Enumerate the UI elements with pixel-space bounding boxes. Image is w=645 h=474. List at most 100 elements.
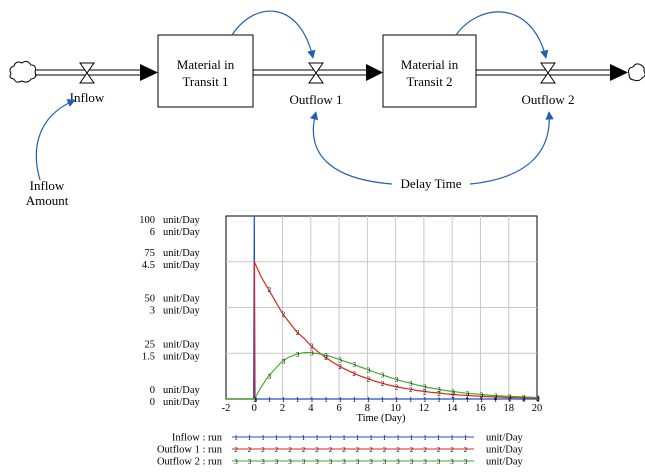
legend-marker-3: 3 [356, 458, 360, 466]
series-marker-3: 3 [324, 352, 328, 360]
legend-marker-2: 2 [288, 446, 292, 454]
legend-marker-3: 3 [450, 458, 454, 466]
series-marker-1: 1 [451, 396, 455, 404]
legend-marker-2: 2 [275, 446, 279, 454]
x-tick-label: 8 [365, 403, 370, 414]
series-marker-2: 2 [466, 392, 470, 400]
x-tick-label: 18 [503, 403, 514, 414]
series-marker-2: 2 [310, 343, 314, 351]
x-tick-label: 4 [308, 403, 314, 414]
y-tick-label-primary: 100 [139, 215, 155, 226]
series-marker-3: 3 [338, 356, 342, 364]
y-axis-ticks: 100 unit/Day 6 unit/Day 75 unit/Day 4.5 unit/Da… [139, 215, 200, 408]
series-marker-3: 3 [494, 393, 498, 401]
x-tick-label: 20 [532, 403, 543, 414]
series-marker-3: 3 [352, 361, 356, 369]
legend-marker-3: 3 [248, 458, 252, 466]
series-marker-1: 1 [367, 396, 371, 404]
outflow-2-valve-icon[interactable] [540, 62, 556, 84]
series-marker-2: 2 [254, 396, 258, 404]
x-tick-label: 2 [280, 403, 285, 414]
stock-1-label-line2: Transit 1 [182, 74, 228, 89]
inflow-amount-label-line2[interactable]: Amount [26, 193, 69, 208]
legend-marker-3: 3 [234, 458, 238, 466]
stock-1-label-line1: Material in [177, 57, 235, 72]
series-marker-3: 3 [367, 366, 371, 374]
legend-unit-3: unit/Day [486, 457, 523, 468]
series-marker-2: 2 [437, 390, 441, 398]
link-stock2-to-outflow2 [455, 11, 549, 59]
series-marker-2: 2 [451, 391, 455, 399]
legend-unit-1: unit/Day [486, 433, 523, 444]
link-delay-to-outflow1 [309, 111, 393, 185]
series-marker-3: 3 [536, 394, 540, 402]
y-tick-unit-secondary: unit/Day [163, 260, 200, 271]
legend-marker-3: 3 [369, 458, 373, 466]
legend-marker-1: 1 [423, 434, 427, 442]
legend-marker-3: 3 [288, 458, 292, 466]
series-marker-2: 2 [296, 329, 300, 337]
series-marker-2: 2 [338, 363, 342, 371]
y-tick-unit-primary: unit/Day [163, 339, 200, 350]
outflow-1-valve-icon[interactable] [308, 62, 324, 84]
y-tick-label-primary: 75 [145, 248, 156, 259]
legend-marker-2: 2 [383, 446, 387, 454]
series-marker-2: 2 [282, 311, 286, 319]
legend-marker-1: 1 [437, 434, 441, 442]
legend-marker-2: 2 [315, 446, 319, 454]
series-marker-3: 3 [310, 350, 314, 358]
y-tick-label-secondary: 1.5 [142, 351, 155, 362]
legend: Inflow : run 1 1 1 1 1 1 1 1 1 1 1 1 1 1 1 1 1 1 unit/Day Ou… [157, 433, 524, 468]
series-marker-1: 1 [480, 396, 484, 404]
legend-label-1: Inflow : run [172, 433, 223, 444]
stock-material-in-transit-2[interactable]: Material in Transit 2 [382, 34, 477, 108]
legend-marker-3: 3 [329, 458, 333, 466]
outflow-1-pipe [253, 64, 383, 81]
series-marker-3: 3 [480, 391, 484, 399]
legend-marker-1: 1 [261, 434, 265, 442]
outflow-2-label: Outflow 2 [521, 92, 574, 107]
y-tick-unit-primary: unit/Day [163, 248, 200, 259]
series-marker-1: 1 [352, 396, 356, 404]
legend-marker-1: 1 [369, 434, 373, 442]
legend-marker-3: 3 [315, 458, 319, 466]
x-tick-label: 0 [252, 403, 257, 414]
series-marker-3: 3 [296, 351, 300, 359]
series-marker-1: 1 [437, 396, 441, 404]
stock-flow-diagram: Inflow Material in Transit 1 Outflow 1 M… [9, 10, 645, 208]
inflow-amount-label-line1[interactable]: Inflow [30, 178, 65, 193]
series-marker-2: 2 [494, 394, 498, 402]
y-tick-unit-primary: unit/Day [163, 385, 200, 396]
series-marker-1: 1 [409, 396, 413, 404]
series-marker-1: 1 [466, 396, 470, 404]
series-marker-3: 3 [437, 386, 441, 394]
delay-time-label[interactable]: Delay Time [400, 176, 461, 191]
legend-marker-2: 2 [464, 446, 468, 454]
series-marker-1: 1 [282, 396, 286, 404]
legend-marker-1: 1 [315, 434, 319, 442]
legend-label-2: Outflow 1 : run [157, 445, 223, 456]
series-marker-2: 2 [395, 383, 399, 391]
y-tick-label-primary: 0 [150, 385, 155, 396]
x-tick-label: 14 [447, 403, 458, 414]
legend-marker-1: 1 [396, 434, 400, 442]
series-marker-2: 2 [508, 394, 512, 402]
legend-marker-1: 1 [288, 434, 292, 442]
legend-marker-3: 3 [342, 458, 346, 466]
stock-material-in-transit-1[interactable]: Material in Transit 1 [157, 34, 254, 108]
link-inflow-amount-to-inflow [35, 99, 76, 181]
series-marker-3: 3 [409, 380, 413, 388]
series-marker-2: 2 [522, 395, 526, 403]
series-marker-2: 2 [352, 370, 356, 378]
inflow-label: Inflow [70, 90, 105, 105]
legend-marker-2: 2 [450, 446, 454, 454]
y-tick-label-primary: 50 [145, 294, 156, 305]
legend-marker-1: 1 [329, 434, 333, 442]
series-marker-1: 1 [254, 396, 258, 404]
series-marker-1: 1 [494, 396, 498, 404]
legend-marker-2: 2 [329, 446, 333, 454]
inflow-valve-icon[interactable] [79, 62, 95, 84]
